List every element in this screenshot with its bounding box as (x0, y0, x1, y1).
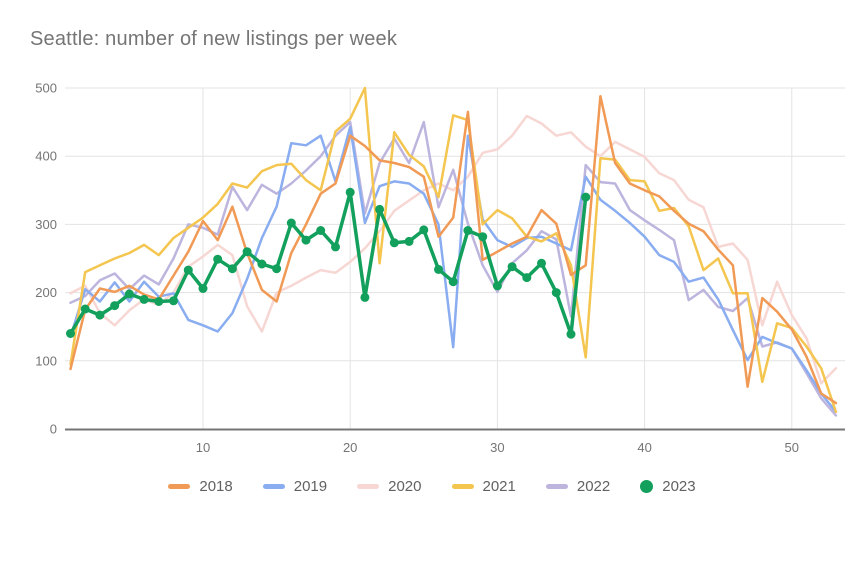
series-2023-point (316, 226, 326, 235)
series-2023-point (257, 259, 267, 269)
series-2020-line (69, 114, 838, 385)
series-2023-point (301, 235, 311, 245)
series-2023-line (68, 190, 588, 336)
legend-item-2021[interactable]: 2021 (451, 478, 516, 495)
series-2023-point (360, 292, 370, 302)
legend-swatch-2019 (262, 484, 285, 489)
legend-swatch-2020 (357, 484, 380, 489)
series-2023-point (66, 329, 75, 338)
series-2023-point (154, 297, 164, 306)
series-2018-line (69, 94, 838, 405)
legend-item-2020[interactable]: 2020 (357, 478, 422, 495)
series-2023-point (389, 238, 399, 248)
legend-swatch-2018 (168, 484, 191, 489)
y-axis-tick-label: 200 (35, 285, 57, 300)
series-2023-point (139, 294, 149, 304)
legend-label: 2018 (199, 478, 233, 495)
series-2023-point (404, 236, 414, 246)
series-2022-line (69, 120, 838, 417)
legend-item-2022[interactable]: 2022 (545, 478, 611, 495)
chart-title: Seattle: number of new listings per week (30, 28, 398, 50)
series-2023-point (110, 301, 120, 311)
series-2023-point (566, 329, 576, 339)
series-2023-point (124, 289, 134, 299)
series-2023-point (198, 284, 208, 293)
series-2023-point (183, 265, 193, 275)
legend-label: 2019 (293, 478, 328, 495)
series-2019-line (69, 125, 838, 414)
series-2023-point (286, 218, 296, 228)
series-2023-point (227, 264, 237, 274)
y-axis-tick-label: 400 (35, 149, 57, 164)
legend-swatch-2022 (545, 484, 568, 489)
legend-item-2018[interactable]: 2018 (168, 478, 233, 495)
series-2023-point (581, 192, 591, 202)
legend: 2018 2019 2020 2021 2022 2023 (0, 478, 864, 495)
legend-label: 2023 (662, 478, 696, 495)
legend-swatch-2021 (451, 484, 474, 489)
legend-item-2023[interactable]: 2023 (640, 478, 696, 495)
y-axis-tick-label: 300 (35, 217, 57, 232)
series-2023-point (213, 254, 223, 264)
series-2023-point (522, 273, 532, 283)
series-2023-point (345, 187, 355, 197)
series-2023-point (95, 310, 105, 320)
line-chart: 0 100 200 300 400 500 10 20 30 40 50 (35, 81, 845, 455)
series-2023-point (331, 242, 340, 252)
legend-label: 2021 (482, 478, 516, 495)
series-2023-point (537, 258, 546, 268)
legend-item-2019[interactable]: 2019 (262, 478, 328, 495)
series-2023-point (507, 262, 517, 272)
series-2023-point (419, 225, 429, 235)
legend-swatch-2023 (640, 480, 654, 493)
series-2023-point (492, 281, 502, 291)
series-2023-point (80, 304, 90, 314)
series-2023-point (478, 232, 488, 242)
x-axis-tick-label: 50 (785, 440, 799, 455)
series-2023-point (242, 247, 252, 257)
series-2023-point (551, 288, 561, 298)
y-axis-tick-label: 100 (35, 353, 57, 368)
y-axis-tick-label: 0 (50, 422, 57, 437)
series-2021-line (69, 86, 838, 414)
series-2023-point (375, 204, 385, 214)
series-2023-point (448, 277, 458, 287)
series-2023-point (169, 296, 178, 306)
y-axis-tick-label: 500 (35, 81, 57, 96)
x-axis-tick-label: 40 (637, 440, 651, 455)
x-axis-tick-label: 10 (196, 440, 210, 455)
x-axis-tick-label: 20 (343, 440, 357, 455)
x-axis-tick-label: 30 (490, 440, 504, 455)
legend-label: 2022 (576, 478, 611, 495)
legend-label: 2020 (388, 478, 422, 495)
series-2023-point (434, 264, 443, 274)
series-2023-point (272, 264, 282, 274)
series-2023-point (463, 226, 473, 235)
